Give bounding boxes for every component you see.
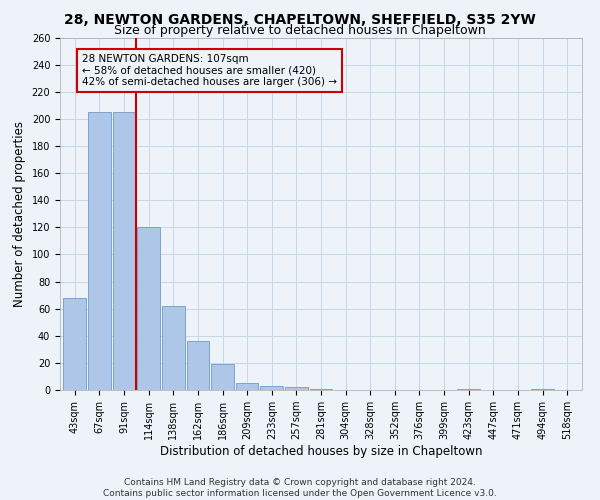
Bar (113, 112, 136, 390)
Y-axis label: Number of detached properties: Number of detached properties (13, 120, 26, 306)
Bar (88, 112, 111, 390)
Bar (211, 364, 234, 390)
Bar (285, 388, 308, 390)
Text: Size of property relative to detached houses in Chapeltown: Size of property relative to detached ho… (114, 24, 486, 37)
Bar (260, 386, 283, 390)
X-axis label: Distribution of detached houses by size in Chapeltown: Distribution of detached houses by size … (160, 445, 482, 458)
Bar (162, 306, 185, 390)
Bar (310, 388, 332, 390)
Text: 28, NEWTON GARDENS, CHAPELTOWN, SHEFFIELD, S35 2YW: 28, NEWTON GARDENS, CHAPELTOWN, SHEFFIEL… (64, 12, 536, 26)
Bar (137, 228, 160, 390)
Bar (236, 383, 259, 390)
Bar (531, 388, 554, 390)
Text: 28 NEWTON GARDENS: 107sqm
← 58% of detached houses are smaller (420)
42% of semi: 28 NEWTON GARDENS: 107sqm ← 58% of detac… (82, 54, 337, 87)
Bar (457, 388, 480, 390)
Text: Contains HM Land Registry data © Crown copyright and database right 2024.
Contai: Contains HM Land Registry data © Crown c… (103, 478, 497, 498)
Bar (187, 341, 209, 390)
Bar (64, 298, 86, 390)
